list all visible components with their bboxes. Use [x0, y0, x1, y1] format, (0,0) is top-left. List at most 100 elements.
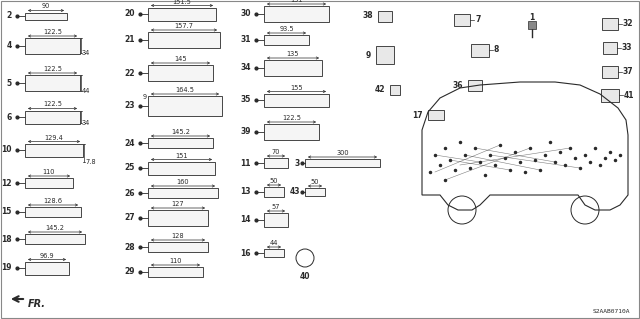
- Text: S2AAB0710A: S2AAB0710A: [593, 309, 630, 314]
- Text: 50: 50: [311, 179, 319, 185]
- Text: 300: 300: [336, 150, 349, 156]
- Bar: [602, 18, 618, 30]
- Text: 122.5: 122.5: [43, 101, 62, 108]
- Text: 36: 36: [452, 80, 463, 90]
- Text: 128: 128: [172, 233, 184, 239]
- Bar: [25, 144, 83, 157]
- Text: 9: 9: [143, 94, 147, 100]
- Text: 27: 27: [124, 213, 135, 222]
- Text: 7.8: 7.8: [85, 159, 95, 165]
- Text: 2: 2: [7, 11, 12, 20]
- Bar: [148, 65, 213, 81]
- Text: 10: 10: [1, 145, 12, 154]
- Bar: [264, 93, 329, 107]
- Text: 5: 5: [7, 78, 12, 87]
- Text: 9: 9: [365, 50, 371, 60]
- Text: 93.5: 93.5: [279, 26, 294, 32]
- Text: 38: 38: [362, 11, 373, 20]
- Text: 155: 155: [290, 85, 303, 91]
- Text: 6: 6: [7, 113, 12, 122]
- Bar: [471, 43, 489, 56]
- Bar: [25, 207, 81, 217]
- Text: 35: 35: [241, 95, 251, 105]
- Text: 40: 40: [300, 272, 310, 281]
- Text: 32: 32: [623, 19, 634, 28]
- Text: 145: 145: [174, 56, 187, 62]
- Text: 4: 4: [7, 41, 12, 50]
- Bar: [148, 210, 208, 226]
- Text: 129.4: 129.4: [45, 135, 63, 140]
- Bar: [428, 110, 444, 120]
- Text: 127: 127: [172, 201, 184, 207]
- Bar: [264, 249, 284, 257]
- Bar: [25, 12, 67, 19]
- Text: 18: 18: [1, 234, 12, 243]
- Bar: [148, 96, 222, 116]
- Text: 110: 110: [43, 169, 55, 175]
- Text: 90: 90: [42, 4, 50, 10]
- Text: 23: 23: [125, 101, 135, 110]
- Bar: [601, 88, 619, 101]
- Text: 24: 24: [125, 138, 135, 147]
- Text: 16: 16: [241, 249, 251, 257]
- Bar: [148, 161, 215, 174]
- Text: 43: 43: [289, 188, 300, 197]
- Text: 151.5: 151.5: [173, 0, 191, 4]
- Bar: [148, 138, 213, 148]
- Text: 30: 30: [241, 10, 251, 19]
- Text: 31: 31: [241, 35, 251, 44]
- Text: 21: 21: [125, 35, 135, 44]
- Text: 57: 57: [272, 204, 280, 210]
- Bar: [264, 124, 319, 140]
- Bar: [25, 178, 73, 188]
- Bar: [25, 110, 80, 123]
- Text: 34: 34: [82, 120, 90, 126]
- Bar: [264, 6, 329, 22]
- Text: 14: 14: [241, 216, 251, 225]
- Text: 22: 22: [125, 69, 135, 78]
- Text: 110: 110: [169, 258, 182, 264]
- Text: 19: 19: [1, 263, 12, 272]
- Bar: [305, 159, 380, 167]
- Text: 3: 3: [295, 159, 300, 167]
- Text: 135: 135: [287, 51, 300, 57]
- Text: 42: 42: [374, 85, 385, 94]
- Bar: [305, 188, 325, 196]
- Bar: [376, 46, 394, 64]
- Text: 44: 44: [269, 240, 278, 246]
- Bar: [148, 8, 216, 20]
- Text: 37: 37: [623, 68, 634, 77]
- Text: 1: 1: [529, 13, 534, 22]
- Bar: [25, 234, 85, 244]
- Text: 151: 151: [175, 152, 188, 159]
- Text: 12: 12: [1, 179, 12, 188]
- Text: 157.7: 157.7: [175, 23, 193, 29]
- Bar: [603, 42, 617, 54]
- Text: 44: 44: [82, 88, 90, 94]
- Bar: [468, 79, 482, 91]
- Text: 34: 34: [241, 63, 251, 72]
- Text: 70: 70: [272, 149, 280, 155]
- Text: 122.5: 122.5: [43, 29, 62, 35]
- Bar: [148, 188, 218, 198]
- Text: 39: 39: [241, 128, 251, 137]
- Text: 50: 50: [269, 178, 278, 184]
- Bar: [148, 32, 220, 48]
- Text: 164.5: 164.5: [175, 87, 195, 93]
- Text: 128.6: 128.6: [44, 198, 63, 204]
- Bar: [25, 38, 80, 54]
- Text: 160: 160: [177, 179, 189, 185]
- Bar: [264, 60, 322, 76]
- Text: 13: 13: [241, 188, 251, 197]
- Text: 25: 25: [125, 164, 135, 173]
- Text: 96.9: 96.9: [40, 253, 54, 258]
- Bar: [148, 242, 208, 252]
- Text: 33: 33: [622, 43, 632, 53]
- Text: 41: 41: [624, 91, 634, 100]
- Bar: [264, 35, 309, 45]
- Bar: [264, 187, 284, 197]
- Text: 122.5: 122.5: [43, 66, 62, 72]
- Bar: [454, 14, 470, 26]
- Bar: [264, 158, 288, 168]
- Text: 17: 17: [412, 110, 423, 120]
